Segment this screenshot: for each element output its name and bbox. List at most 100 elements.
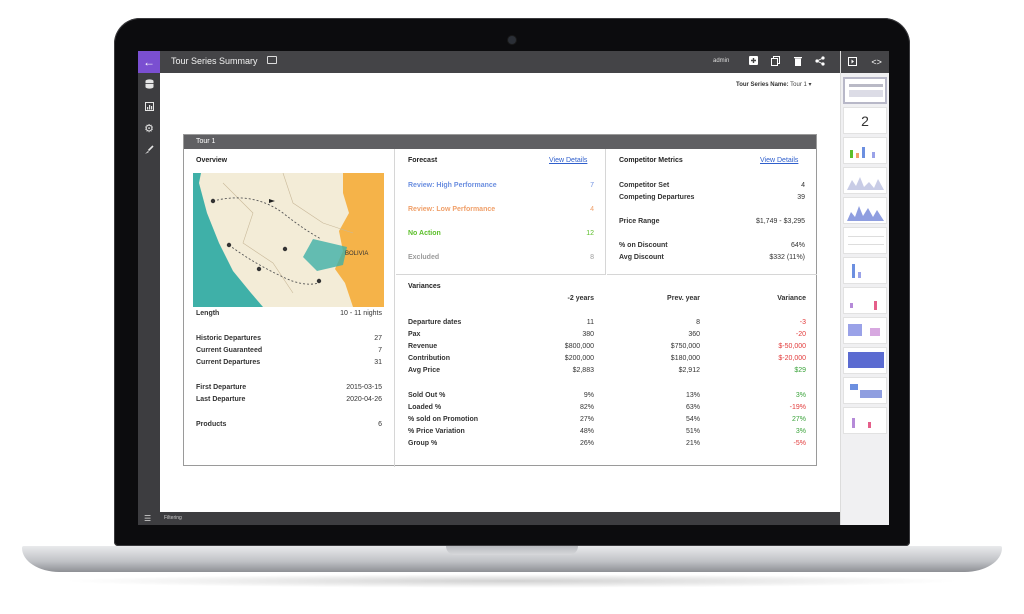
variance-cell-a: 26% [579, 440, 594, 447]
thumbnail-10[interactable] [843, 347, 887, 374]
variances-header-2y: -2 years [567, 295, 594, 302]
gear-icon[interactable]: ⚙ [144, 122, 154, 135]
thumbnail-7[interactable] [843, 257, 887, 284]
overview-row-value: 2020-04-26 [346, 396, 382, 403]
variance-cell-v: -5% [793, 440, 806, 447]
competitor-row-value: 4 [801, 182, 805, 189]
app-screen: ← ⚙ Tour Series Summary admin [138, 51, 889, 525]
variance-row-label: Pax [408, 331, 421, 338]
camera [508, 36, 516, 44]
add-icon[interactable] [748, 56, 759, 67]
variance-cell-v: -20 [795, 331, 806, 338]
forecast-item-label[interactable]: Review: High Performance [408, 182, 497, 189]
variance-cell-v: 27% [791, 416, 806, 423]
thumbnail-1[interactable] [843, 77, 887, 104]
forecast-item-value: 12 [586, 230, 594, 237]
competitor-row-label: % on Discount [619, 242, 668, 249]
thumbnail-9[interactable] [843, 317, 887, 344]
variance-cell-v: 3% [795, 428, 806, 435]
variance-row-label: Sold Out % [408, 392, 446, 399]
competitor-row-value: $332 (11%) [769, 254, 805, 261]
forecast-item-label[interactable]: Review: Low Performance [408, 206, 496, 213]
trash-icon[interactable] [792, 56, 803, 67]
competitor-row-value: 39 [797, 194, 805, 201]
forecast-view-details-link[interactable]: View Details [549, 157, 588, 164]
copy-icon[interactable] [770, 56, 781, 67]
competitor-view-details-link[interactable]: View Details [760, 157, 799, 164]
thumbnail-5[interactable] [843, 197, 887, 224]
comment-icon[interactable] [267, 56, 277, 64]
competitor-row-value: $1,749 - $3,295 [755, 218, 805, 225]
overview-row-label: Last Departure [196, 396, 246, 403]
variance-cell-b: 63% [685, 404, 700, 411]
variance-row-label: Departure dates [408, 319, 462, 326]
user-name[interactable]: admin [713, 58, 730, 64]
tour-series-filter[interactable]: Tour Series Name: Tour 1 ▾ [736, 81, 812, 88]
variance-cell-a: $200,000 [564, 355, 594, 362]
page-thumbnails: <> 2 [840, 51, 889, 525]
variance-cell-v: $29 [794, 367, 806, 374]
filter-icon[interactable]: ☰ [144, 514, 152, 523]
competitor-title: Competitor Metrics [619, 157, 683, 164]
back-button[interactable]: ← [138, 51, 160, 73]
overview-row-label: Length [196, 310, 220, 317]
variance-row-label: Revenue [408, 343, 438, 350]
forecast-title: Forecast [408, 157, 438, 164]
overview-row-label: Current Departures [196, 359, 261, 366]
thumbnail-6[interactable] [843, 227, 887, 254]
thumbnail-11[interactable] [843, 377, 887, 404]
competitor-row-label: Competing Departures [619, 194, 695, 201]
forecast-item-value: 4 [590, 206, 594, 213]
competitor-row-label: Price Range [619, 218, 660, 225]
variance-row-label: % sold on Promotion [408, 416, 478, 423]
competitor-row-value: 64% [790, 242, 805, 249]
present-icon[interactable] [848, 56, 858, 68]
variance-cell-a: 9% [583, 392, 594, 399]
overview-row-value: 7 [378, 347, 382, 354]
variance-cell-a: 27% [579, 416, 594, 423]
thumbnail-2[interactable]: 2 [843, 107, 887, 134]
variances-header-variance: Variance [777, 295, 806, 302]
variance-cell-b: 8 [696, 319, 700, 326]
page-title: Tour Series Summary [171, 56, 258, 66]
share-icon[interactable] [814, 56, 825, 67]
thumbnail-3[interactable] [843, 137, 887, 164]
thumbnail-page-number: 2 [861, 113, 869, 129]
variance-cell-v: 3% [795, 392, 806, 399]
map-country-label: BOLIVIA [345, 251, 368, 257]
variance-cell-b: $750,000 [670, 343, 700, 350]
competitor-row-label: Avg Discount [619, 254, 664, 261]
variance-cell-b: 54% [685, 416, 700, 423]
laptop-shadow [60, 574, 964, 588]
status-label: Filtering [164, 515, 182, 521]
database-icon[interactable] [138, 73, 160, 95]
variance-cell-a: 380 [582, 331, 594, 338]
variance-row-label: Loaded % [408, 404, 442, 411]
card-title: Tour 1 [184, 135, 816, 149]
variance-row-label: Contribution [408, 355, 450, 362]
forecast-section: Forecast View Details Review: High Perfo… [396, 149, 606, 275]
route-map: BOLIVIA [193, 173, 384, 307]
variances-header-prev: Prev. year [667, 295, 700, 302]
thumbnail-12[interactable] [843, 407, 887, 434]
code-icon[interactable]: <> [871, 57, 882, 67]
competitor-row-label: Competitor Set [619, 182, 670, 189]
thumbnail-4[interactable] [843, 167, 887, 194]
thumbnail-8[interactable] [843, 287, 887, 314]
forecast-item-value: 7 [590, 182, 594, 189]
overview-row-value: 10 - 11 nights [340, 310, 382, 317]
variance-cell-a: 11 [586, 319, 594, 326]
variance-cell-b: $2,912 [678, 367, 700, 374]
left-rail: ← ⚙ [138, 51, 160, 525]
overview-title: Overview [196, 157, 228, 164]
forecast-item-label[interactable]: Excluded [408, 254, 440, 261]
variance-row-label: Avg Price [408, 367, 441, 374]
forecast-item-label[interactable]: No Action [408, 230, 441, 237]
chevron-down-icon: ▾ [808, 82, 812, 88]
variance-cell-a: $2,883 [572, 367, 594, 374]
brush-icon[interactable] [138, 139, 160, 161]
chart-icon[interactable] [138, 95, 160, 117]
variance-cell-a: 82% [579, 404, 594, 411]
tour-card: Tour 1 Overview [183, 134, 817, 467]
thumbnail-toolbar: <> [841, 51, 889, 73]
